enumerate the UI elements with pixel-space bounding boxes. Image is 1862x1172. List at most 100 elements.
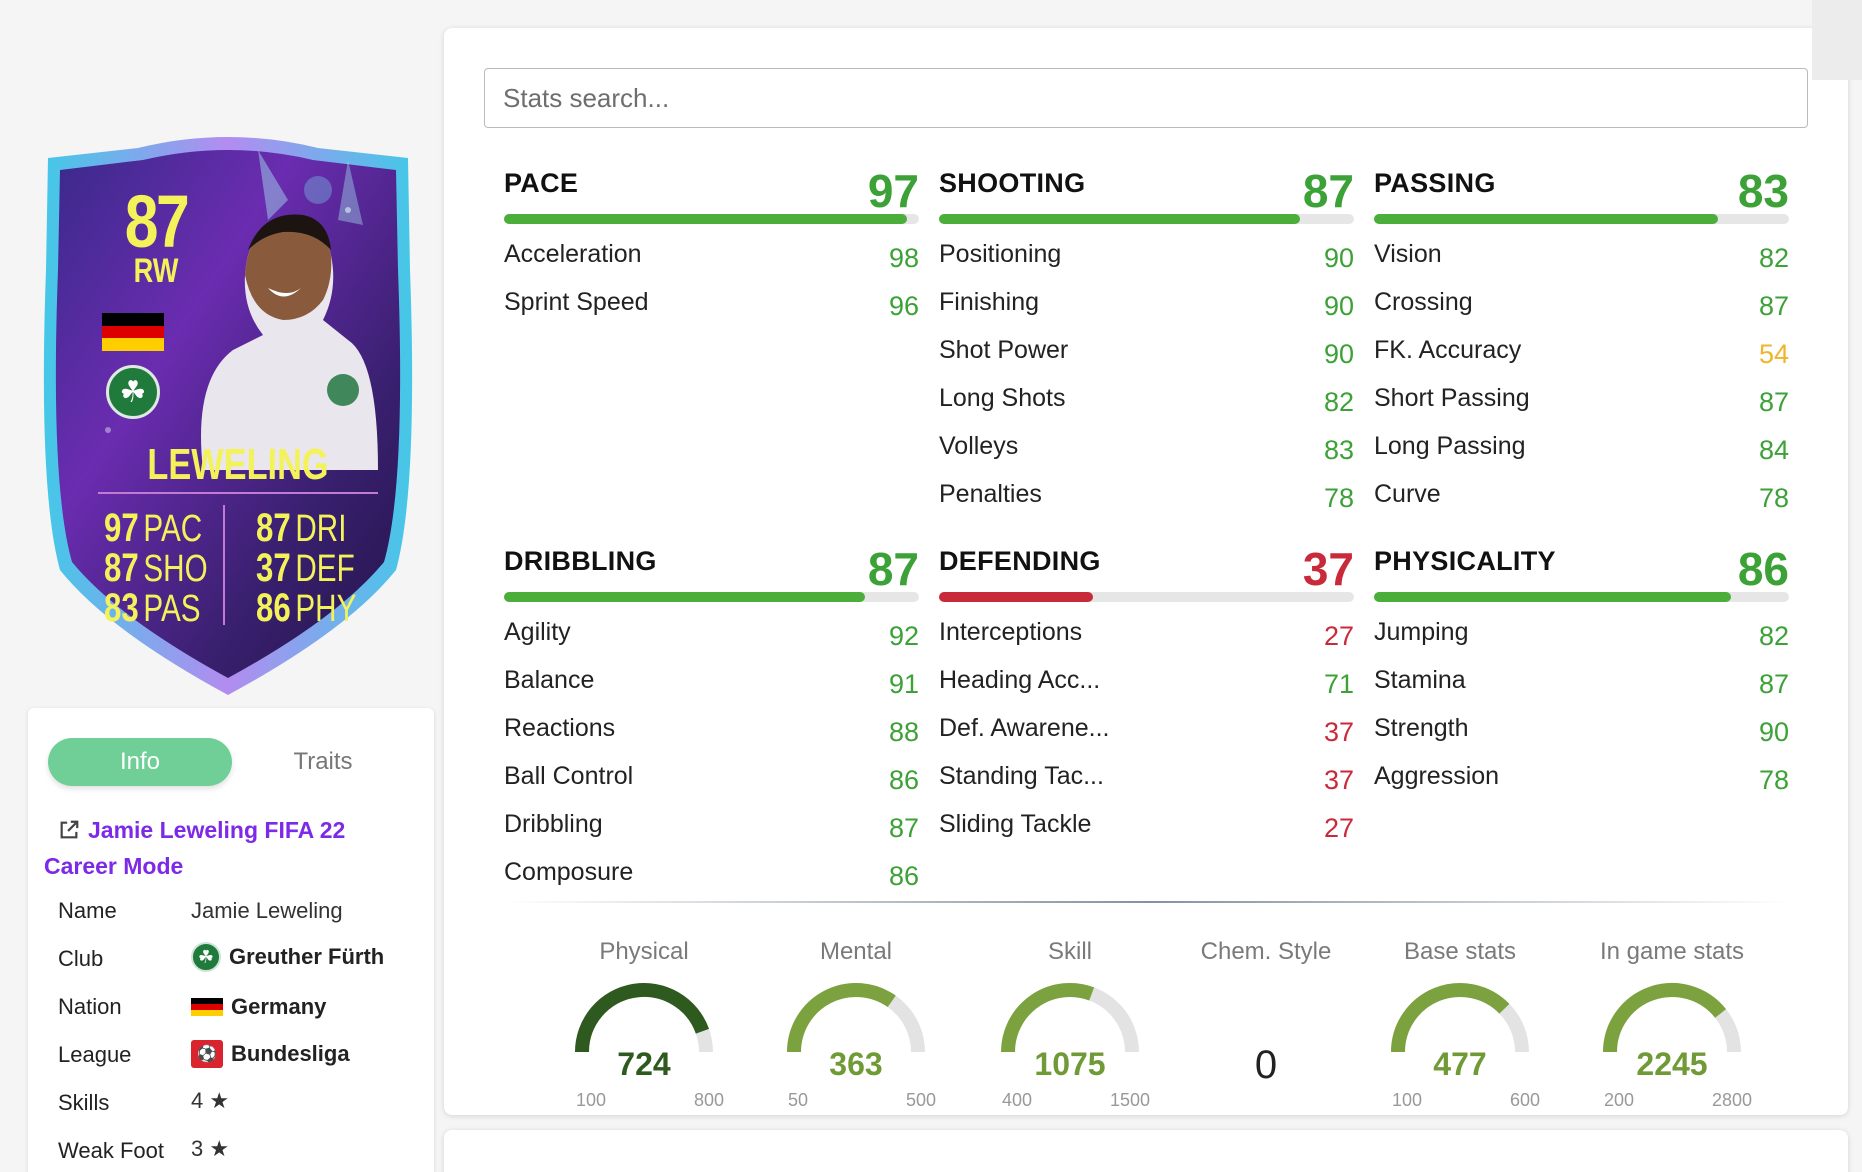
card-stat-def: 37 DEF (256, 546, 355, 590)
attribute-value: 90 (1323, 339, 1354, 369)
stat-group-header: PHYSICALITY 86 (1374, 536, 1789, 604)
attribute-value: 87 (1758, 387, 1789, 417)
attribute-name: Agility (504, 618, 571, 646)
attribute-row: Finishing 90 (939, 274, 1354, 322)
gauge-min: 400 (1002, 1090, 1033, 1110)
attribute-name: Shot Power (939, 336, 1069, 364)
gauge-min: 100 (1392, 1090, 1423, 1110)
stat-group-value: 87 (867, 543, 919, 595)
career-mode-link[interactable]: Jamie Leweling FIFA 22 Career Mode (44, 817, 346, 879)
stat-group-physicality: PHYSICALITY 86 Jumping 82 Stamina 87 Strength 9… (1374, 536, 1789, 796)
gauge-fill (1603, 983, 1727, 1053)
attribute-name: Sliding Tackle (939, 810, 1092, 838)
attribute-name: Balance (504, 666, 595, 694)
attribute-value: 37 (1323, 717, 1354, 747)
gauge-max: 600 (1509, 1090, 1540, 1110)
stat-group-defending: DEFENDING 37 Interceptions 27 Heading Acc...… (939, 536, 1354, 844)
gauge-fill (575, 983, 710, 1053)
attribute-name: Short Passing (1374, 384, 1530, 412)
tab-info[interactable]: Info (48, 738, 232, 786)
card-divider (98, 492, 378, 494)
card-stat-phy: 86 PHY (256, 586, 357, 630)
attribute-name: Penalties (939, 480, 1042, 508)
gauge-chem-style: Chem. Style 0 (1176, 938, 1356, 1087)
info-value-skills: 4 ★ (191, 1088, 230, 1113)
attribute-value: 37 (1323, 765, 1354, 795)
gauge-fill (787, 983, 896, 1053)
gauge-min: 50 (788, 1090, 809, 1110)
stat-group-bar (939, 592, 1354, 602)
attribute-name: Heading Acc... (939, 666, 1101, 694)
attribute-value: 87 (1758, 669, 1789, 699)
card-rating: 87 (124, 180, 190, 263)
stat-group-bar-fill (939, 592, 1093, 602)
attribute-row: Crossing 87 (1374, 274, 1789, 322)
stat-group-header: SHOOTING 87 (939, 158, 1354, 226)
attribute-row: Composure 86 (504, 844, 919, 892)
stats-search-input[interactable] (484, 68, 1808, 128)
gauge-value: 363 (829, 1046, 883, 1082)
attribute-name: Stamina (1374, 666, 1466, 694)
card-stat-pas: 83 PAS (104, 586, 201, 630)
attribute-row: Shot Power 90 (939, 322, 1354, 370)
attribute-row: Vision 82 (1374, 226, 1789, 274)
attribute-name: Dribbling (504, 810, 603, 838)
attribute-row: Sprint Speed 96 (504, 274, 919, 322)
gauge-label: Chem. Style (1200, 938, 1332, 965)
attribute-name: Strength (1374, 714, 1469, 742)
shamrock-icon: ☘ (106, 365, 160, 419)
bundesliga-logo-icon: ⚽ (191, 1040, 223, 1068)
info-value-league[interactable]: ⚽ Bundesliga (191, 1040, 350, 1068)
stat-group-header: DRIBBLING 87 (504, 536, 919, 604)
attribute-name: Long Shots (939, 384, 1066, 412)
card-player-name: LEWELING (147, 440, 329, 489)
attribute-name: Reactions (504, 714, 616, 742)
stat-group-header: DEFENDING 37 (939, 536, 1354, 604)
info-value-weak-foot: 3 ★ (191, 1136, 230, 1161)
stat-group-bar-fill (939, 214, 1301, 224)
scrollbar[interactable] (1812, 0, 1862, 80)
attribute-value: 87 (888, 813, 919, 843)
info-label-weak-foot: Weak Foot (58, 1138, 164, 1163)
stat-group-title: PACE (504, 168, 579, 198)
player-card: 87 RW ☘ LEWELING 97 PAC 87 SHO 83 PAS 87 DRI… (18, 130, 438, 705)
attribute-name: Finishing (939, 288, 1040, 316)
attribute-value: 90 (1323, 243, 1354, 273)
attribute-value: 82 (1758, 243, 1789, 273)
info-value-nation[interactable]: Germany (191, 994, 326, 1020)
stat-group-passing: PASSING 83 Vision 82 Crossing 87 FK. Accuracy 5… (1374, 158, 1789, 514)
gauge-value: 724 (617, 1046, 671, 1082)
gauge-arc (1603, 983, 1741, 1053)
attribute-value: 88 (888, 717, 919, 747)
tab-traits[interactable]: Traits (293, 748, 353, 775)
section-divider (504, 901, 1794, 903)
attribute-value: 98 (888, 243, 919, 273)
gauge-in-game-stats: In game stats 2245 200 2800 (1582, 938, 1762, 1110)
attribute-row: Long Shots 82 (939, 370, 1354, 418)
attribute-row: Curve 78 (1374, 466, 1789, 514)
attribute-row: Ball Control 86 (504, 748, 919, 796)
card-stat-pac: 97 PAC (104, 506, 203, 550)
attribute-name: Aggression (1374, 762, 1500, 790)
attribute-row: Jumping 82 (1374, 604, 1789, 652)
attribute-row: Stamina 87 (1374, 652, 1789, 700)
stat-group-value: 37 (1302, 543, 1354, 595)
attribute-value: 91 (888, 669, 919, 699)
gauge-value: 477 (1433, 1046, 1487, 1082)
card-stat-dri: 87 DRI (256, 506, 347, 550)
stat-group-bar (939, 214, 1354, 224)
attribute-value: 82 (1323, 387, 1354, 417)
info-value-club[interactable]: ☘ Greuther Fürth (191, 942, 384, 972)
info-value-name: Jamie Leweling (191, 898, 343, 923)
attribute-row: Interceptions 27 (939, 604, 1354, 652)
germany-flag-icon (102, 313, 164, 351)
gauge-skill: Skill 1075 400 1500 (980, 938, 1160, 1110)
attribute-name: Acceleration (504, 240, 642, 268)
attribute-row: Balance 91 (504, 652, 919, 700)
info-label-league: League (58, 1042, 132, 1067)
stat-group-bar-fill (504, 592, 866, 602)
attribute-row: Short Passing 87 (1374, 370, 1789, 418)
attribute-value: 71 (1323, 669, 1354, 699)
info-label-nation: Nation (58, 994, 122, 1019)
attribute-row: Long Passing 84 (1374, 418, 1789, 466)
